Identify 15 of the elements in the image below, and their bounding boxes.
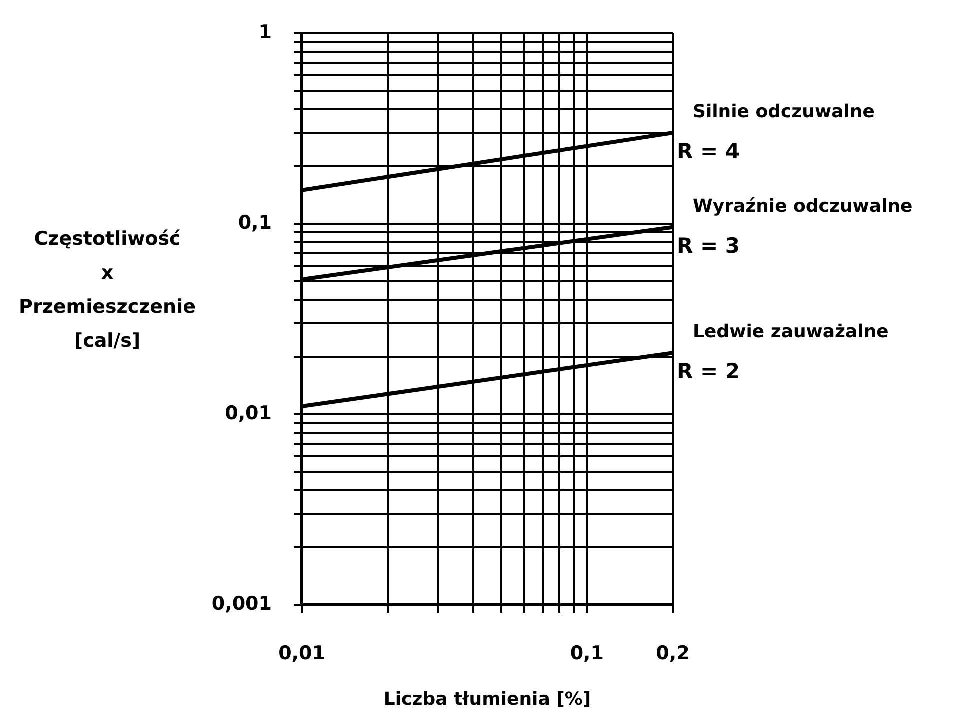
x-tick-label: 0,2 [656, 642, 690, 664]
y-tick-label: 0,001 [212, 592, 272, 615]
x-tick-label: 0,01 [278, 642, 326, 664]
y-tick-label: 1 [258, 21, 272, 44]
text: R = 4 [677, 139, 740, 164]
x-axis-title: Liczba tłumienia [%] [384, 688, 592, 710]
series-label: Wyraźnie odczuwalne [693, 196, 913, 217]
y-tick-label: 0,1 [238, 212, 272, 234]
y-tick-label: 0,01 [225, 402, 272, 424]
y-axis-title: Częstotliwość x Przemieszczenie [cal/s] [18, 227, 197, 354]
x-tick-label: 0,1 [570, 642, 604, 664]
series-label: Ledwie zauważalne [693, 322, 889, 343]
series-label: Silnie odczuwalne [693, 102, 875, 123]
text: R = 3 [677, 234, 740, 258]
text: R = 2 [677, 360, 740, 384]
